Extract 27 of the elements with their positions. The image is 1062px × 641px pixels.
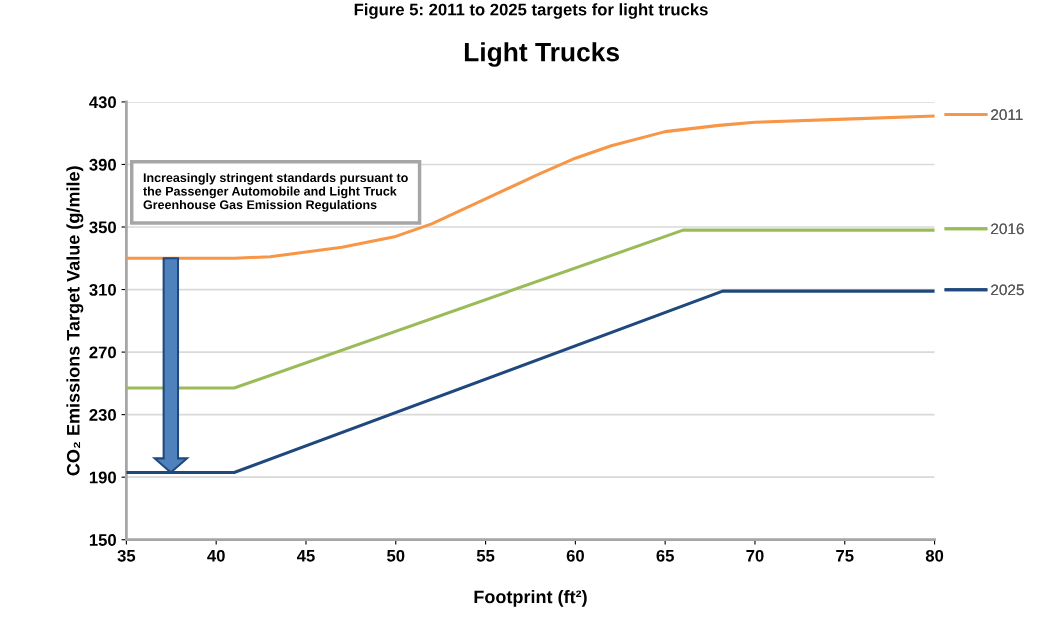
y-tick-label: 190 [89, 471, 116, 484]
x-tick-label: 80 [925, 549, 944, 562]
x-tick-label: 55 [476, 550, 495, 562]
x-tick-label: 35 [117, 549, 136, 562]
legend-label: 2016 [991, 223, 1024, 235]
x-tick-label: 70 [746, 549, 764, 562]
x-tick-label: 60 [566, 549, 584, 562]
x-tick-label: 40 [207, 549, 225, 562]
y-tick-label: 270 [89, 346, 116, 359]
x-axis-title: Footprint (ft²) [474, 589, 587, 607]
legend-label: 2011 [991, 109, 1023, 121]
x-tick-label: 65 [656, 549, 674, 562]
y-tick-label: 150 [89, 534, 116, 546]
x-tick-label: 75 [836, 550, 854, 562]
annotation: Increasingly stringent standards pursuant to the Passenger Automobile and Light Truck Greenhouse Gas Emission Regulations [143, 172, 408, 212]
y-tick-label: 430 [89, 96, 116, 109]
y-tick-label: 350 [89, 221, 116, 234]
y-axis-title: CO₂ Emissions Target Value (g/mile) [66, 166, 84, 476]
y-tick-label: 390 [89, 158, 116, 171]
legend-label: 2025 [991, 284, 1024, 296]
chart-subtitle: Light Trucks [464, 42, 619, 67]
line-series [126, 114, 935, 260]
y-tick-label: 230 [89, 409, 116, 421]
x-tick-label: 50 [387, 549, 405, 562]
chart-title: Figure 5: 2011 to 2025 targets for light trucks [354, 3, 708, 19]
x-tick-label: 45 [296, 550, 315, 562]
y-tick-label: 310 [89, 283, 116, 296]
